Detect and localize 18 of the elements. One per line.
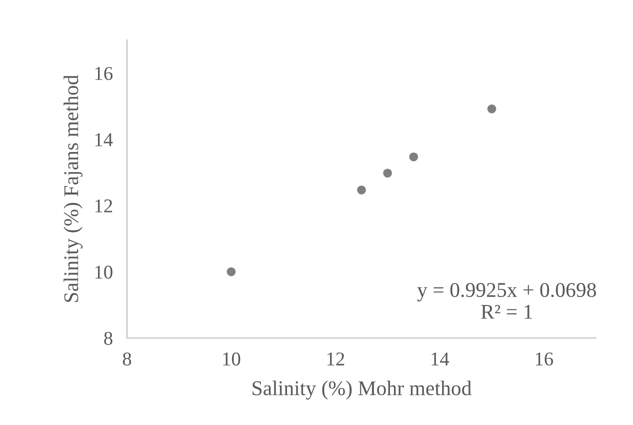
x-tick-label: 12 xyxy=(327,352,344,366)
point xyxy=(409,152,418,162)
point xyxy=(357,186,366,194)
x-tick-label: 10 xyxy=(223,352,240,366)
y-axis-title: Salinity (%) Fajans method xyxy=(64,74,83,302)
point xyxy=(383,168,392,178)
y-tick-label: 10 xyxy=(95,266,112,279)
x-tick-label: 8 xyxy=(122,352,132,366)
y-tick-label: 14 xyxy=(95,133,113,146)
y-tick-label: 8 xyxy=(104,332,112,345)
point xyxy=(226,267,236,276)
y-tick-label: 16 xyxy=(95,66,113,80)
x-axis-title: Salinity (%) Mohr method xyxy=(252,380,472,400)
y-tick-label: 12 xyxy=(95,199,112,212)
x-tick-label: 14 xyxy=(432,352,450,366)
point xyxy=(487,104,496,114)
annotation: y = 0.9925x + 0.0698 R² = 1 xyxy=(417,282,596,319)
x-tick-label: 16 xyxy=(536,352,554,366)
